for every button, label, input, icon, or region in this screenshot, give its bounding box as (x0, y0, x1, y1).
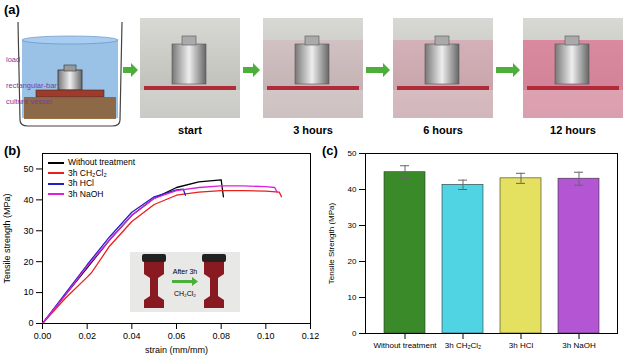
html-text:(c): (c) (322, 143, 338, 158)
svg-text:50: 50 (348, 149, 357, 158)
svg-text:Tensile Strength (MPa): Tensile Strength (MPa) (327, 202, 336, 284)
svg-text:20: 20 (23, 257, 33, 267)
html-text:3h CH₂Cl₂: 3h CH₂Cl₂ (68, 167, 107, 178)
svg-text:0.12: 0.12 (302, 331, 320, 341)
svg-text:3h HCl: 3h HCl (509, 341, 534, 350)
svg-text:culture vessel: culture vessel (6, 97, 52, 106)
html-text:3h NaOH: 3h NaOH (68, 188, 104, 199)
svg-text:50: 50 (23, 164, 33, 174)
html-text:Without treatment: Without treatment (68, 157, 136, 167)
html-text:3h HCl: 3h HCl (68, 178, 94, 188)
svg-text:strain (mm/mm): strain (mm/mm) (145, 345, 208, 355)
svg-text:6 hours: 6 hours (423, 124, 463, 136)
html-text:(b): (b) (4, 143, 21, 158)
svg-text:0.04: 0.04 (123, 331, 141, 341)
svg-text:10: 10 (23, 287, 33, 297)
svg-text:30: 30 (348, 221, 357, 230)
svg-text:load: load (6, 55, 20, 64)
svg-text:12 hours: 12 hours (550, 124, 596, 136)
svg-text:rectangular-bar: rectangular-bar (6, 81, 57, 90)
svg-text:40: 40 (348, 185, 357, 194)
svg-text:3h CH₂Cl₂: 3h CH₂Cl₂ (445, 341, 481, 350)
svg-text:CH₂Cl₂: CH₂Cl₂ (174, 290, 196, 297)
svg-text:Tensile strength (MPa): Tensile strength (MPa) (2, 193, 12, 283)
svg-text:0: 0 (28, 318, 33, 328)
svg-text:0.02: 0.02 (78, 331, 96, 341)
svg-text:40: 40 (23, 195, 33, 205)
html-text:(a): (a) (4, 2, 20, 17)
svg-text:3 hours: 3 hours (293, 124, 333, 136)
svg-text:0.08: 0.08 (212, 331, 230, 341)
svg-text:0.10: 0.10 (257, 331, 275, 341)
svg-text:After 3h: After 3h (173, 268, 198, 275)
svg-text:0: 0 (352, 329, 357, 338)
svg-text:0.00: 0.00 (34, 331, 52, 341)
svg-text:30: 30 (23, 226, 33, 236)
svg-text:0.06: 0.06 (168, 331, 186, 341)
svg-text:3h NaOH: 3h NaOH (562, 341, 596, 350)
svg-text:start: start (178, 124, 202, 136)
svg-text:20: 20 (348, 257, 357, 266)
svg-text:Without treatment: Without treatment (373, 341, 437, 350)
svg-text:10: 10 (348, 293, 357, 302)
